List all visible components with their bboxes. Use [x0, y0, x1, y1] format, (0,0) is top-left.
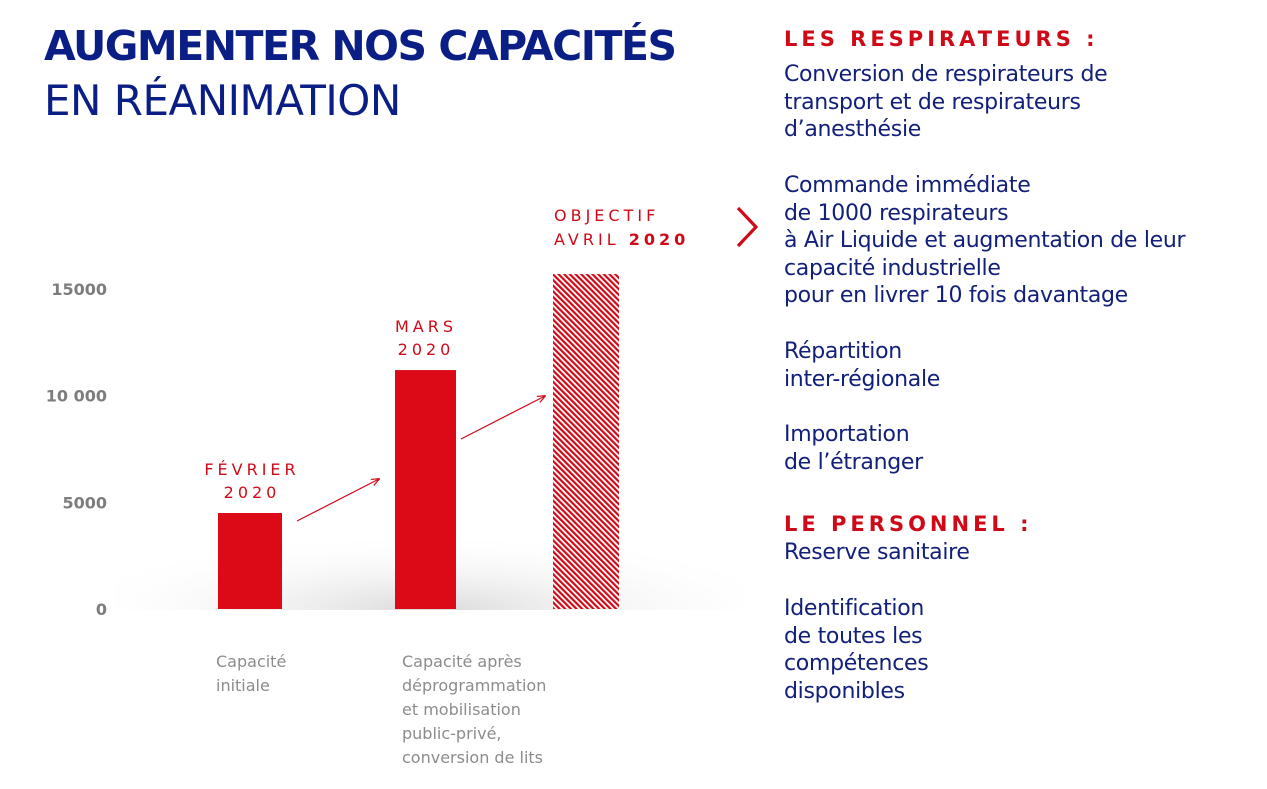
section-heading-staff: LE PERSONNEL : — [784, 512, 1033, 536]
measure-distribution: Répartition inter-régionale — [784, 339, 940, 392]
bar-chart: 0 5000 10 000 15000 FÉVRIER 2020 MARS 2020 OBJE… — [46, 206, 745, 619]
period-label-0-line-0: FÉVRIER — [204, 460, 299, 479]
chevron-right-icon — [736, 206, 759, 248]
measure-identification: Identification de toutes les compétences… — [784, 596, 929, 704]
y-tick-label-0: 0 — [96, 600, 107, 619]
trend-arrow-1 — [296, 479, 379, 522]
section-heading-respirators: LES RESPIRATEURS : — [784, 27, 1099, 51]
period-label-0-line-1: 2020 — [224, 483, 281, 502]
page-title: AUGMENTER NOS CAPACITÉS — [44, 22, 677, 70]
y-tick-label-1: 5000 — [62, 493, 107, 512]
measure-import: Importation de l’étranger — [784, 422, 923, 475]
category-caption-initial: Capacité initiale — [216, 652, 287, 695]
measure-conversion: Conversion de respirateurs de transport … — [784, 62, 1108, 142]
measure-order: Commande immédiate de 1000 respirateurs … — [784, 173, 1186, 308]
y-tick-label-3: 15000 — [51, 280, 107, 299]
y-tick-label-2: 10 000 — [46, 387, 107, 406]
page-subtitle: EN RÉANIMATION — [44, 76, 401, 125]
period-label-2-line-1: AVRIL 2020 — [554, 230, 689, 249]
period-label-1-line-0: MARS — [395, 317, 457, 336]
period-label-2-line-0: OBJECTIF — [554, 206, 659, 225]
trend-arrow-2 — [460, 396, 545, 440]
bar-0 — [218, 513, 282, 609]
bar-2 — [553, 274, 619, 609]
measure-reserve: Reserve sanitaire — [784, 540, 970, 565]
bar-1 — [395, 370, 456, 609]
period-label-1-line-1: 2020 — [398, 340, 455, 359]
category-caption-after: Capacité après déprogrammation et mobili… — [402, 652, 547, 767]
period-label-text: AVRIL — [554, 230, 629, 249]
period-label-year: 2020 — [629, 230, 690, 249]
